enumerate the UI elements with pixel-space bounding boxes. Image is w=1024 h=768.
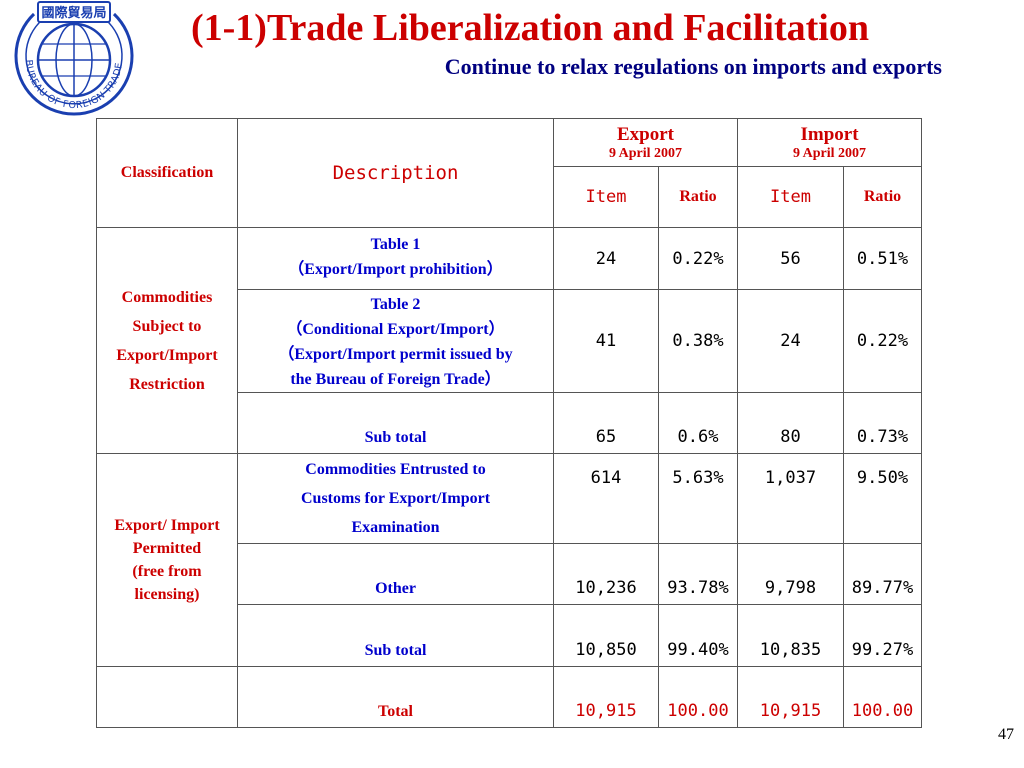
total-empty-cell (96, 666, 238, 728)
export-ratio-cell: 99.40% (658, 604, 738, 667)
header-export-ratio: Ratio (658, 166, 738, 228)
row-description: Sub total (237, 604, 554, 667)
import-item-cell: 1,037 (737, 453, 844, 544)
export-ratio-cell: 0.6% (658, 392, 738, 454)
trade-table: Classification Description Export 9 Apri… (96, 118, 922, 728)
table-row-subtotal: Sub total 65 0.6% 80 0.73% (97, 392, 922, 454)
row-description: Table 1 （Export/Import prohibition） (237, 227, 554, 290)
total-export-ratio: 100.00 (658, 666, 738, 728)
group-label-restriction: Commodities Subject to Export/Import Res… (96, 227, 238, 454)
import-ratio-cell: 9.50% (843, 453, 922, 544)
row-description: Sub total (237, 392, 554, 454)
export-item-cell: 41 (553, 289, 659, 393)
logo-chinese-text: 國際貿易局 (41, 5, 106, 21)
header-export: Export 9 April 2007 (553, 118, 738, 167)
row-description: Other (237, 543, 554, 605)
header-row-2: Item Ratio Item Ratio (97, 166, 922, 228)
header-import: Import 9 April 2007 (737, 118, 922, 167)
group-label-permitted: Export/ Import Permitted (free from lice… (96, 453, 238, 667)
table-row: Table 2 （Conditional Export/Import） （Exp… (97, 289, 922, 393)
table-row-total: Total 10,915 100.00 10,915 100.00 (96, 666, 922, 728)
import-item-cell: 9,798 (737, 543, 844, 605)
total-label: Total (237, 666, 554, 728)
import-item-cell: 24 (737, 289, 844, 393)
row-description: Commodities Entrusted to Customs for Exp… (237, 453, 554, 544)
header-row-1: Classification Description Export 9 Apri… (96, 118, 922, 228)
import-item-cell: 56 (737, 227, 844, 290)
header-import-item: Item (737, 166, 844, 228)
globe-icon: 國際貿易局 BUREAU OF FOREIGN TRADE (14, 1, 134, 116)
import-ratio-cell: 89.77% (843, 543, 922, 605)
import-ratio-cell: 0.51% (843, 227, 922, 290)
export-ratio-cell: 5.63% (658, 453, 738, 544)
table-row: Other 10,236 93.78% 9,798 89.77% (97, 543, 922, 605)
header-export-item: Item (553, 166, 659, 228)
export-item-cell: 10,236 (553, 543, 659, 605)
total-import-ratio: 100.00 (843, 666, 922, 728)
import-ratio-cell: 0.22% (843, 289, 922, 393)
export-item-cell: 65 (553, 392, 659, 454)
export-item-cell: 10,850 (553, 604, 659, 667)
table-row: Export/ Import Permitted (free from lice… (96, 453, 922, 667)
export-item-cell: 614 (553, 453, 659, 544)
export-ratio-cell: 0.22% (658, 227, 738, 290)
header-description: Description (237, 118, 554, 228)
page-subtitle: Continue to relax regulations on imports… (444, 54, 942, 79)
export-ratio-cell: 0.38% (658, 289, 738, 393)
import-ratio-cell: 0.73% (843, 392, 922, 454)
import-item-cell: 10,835 (737, 604, 844, 667)
import-item-cell: 80 (737, 392, 844, 454)
export-ratio-cell: 93.78% (658, 543, 738, 605)
header-classification: Classification (96, 118, 238, 228)
export-item-cell: 24 (553, 227, 659, 290)
table-row: Commodities Subject to Export/Import Res… (96, 227, 922, 454)
header-import-ratio: Ratio (843, 166, 922, 228)
bureau-logo: 國際貿易局 BUREAU OF FOREIGN TRADE (4, 0, 142, 130)
import-ratio-cell: 99.27% (843, 604, 922, 667)
page-number: 47 (998, 726, 1014, 743)
row-description: Table 2 （Conditional Export/Import） （Exp… (237, 289, 554, 393)
total-import-item: 10,915 (737, 666, 844, 728)
total-export-item: 10,915 (553, 666, 659, 728)
page-title: (1-1)Trade Liberalization and Facilitati… (191, 7, 869, 49)
